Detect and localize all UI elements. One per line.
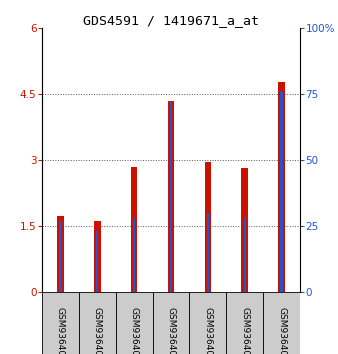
- Text: GSM936402: GSM936402: [167, 307, 175, 354]
- Bar: [204, 162, 211, 292]
- Text: GSM936401: GSM936401: [240, 307, 249, 354]
- Bar: [116, 292, 152, 354]
- Bar: [152, 292, 189, 354]
- Text: GSM936400: GSM936400: [203, 307, 212, 354]
- Bar: [57, 216, 64, 292]
- Bar: [281, 91, 283, 292]
- Bar: [241, 168, 248, 292]
- Bar: [168, 101, 174, 292]
- Bar: [96, 231, 98, 292]
- Text: GSM936406: GSM936406: [277, 307, 286, 354]
- Bar: [263, 292, 300, 354]
- Bar: [59, 221, 62, 292]
- Bar: [244, 218, 246, 292]
- Bar: [278, 82, 285, 292]
- Bar: [207, 213, 209, 292]
- Title: GDS4591 / 1419671_a_at: GDS4591 / 1419671_a_at: [83, 14, 259, 27]
- Text: GSM936403: GSM936403: [56, 307, 65, 354]
- Bar: [170, 102, 172, 292]
- Bar: [226, 292, 263, 354]
- Bar: [189, 292, 226, 354]
- Bar: [131, 167, 138, 292]
- Text: GSM936405: GSM936405: [130, 307, 139, 354]
- Bar: [79, 292, 116, 354]
- Bar: [94, 221, 101, 292]
- Text: GSM936404: GSM936404: [93, 307, 102, 354]
- Bar: [42, 292, 79, 354]
- Bar: [133, 218, 135, 292]
